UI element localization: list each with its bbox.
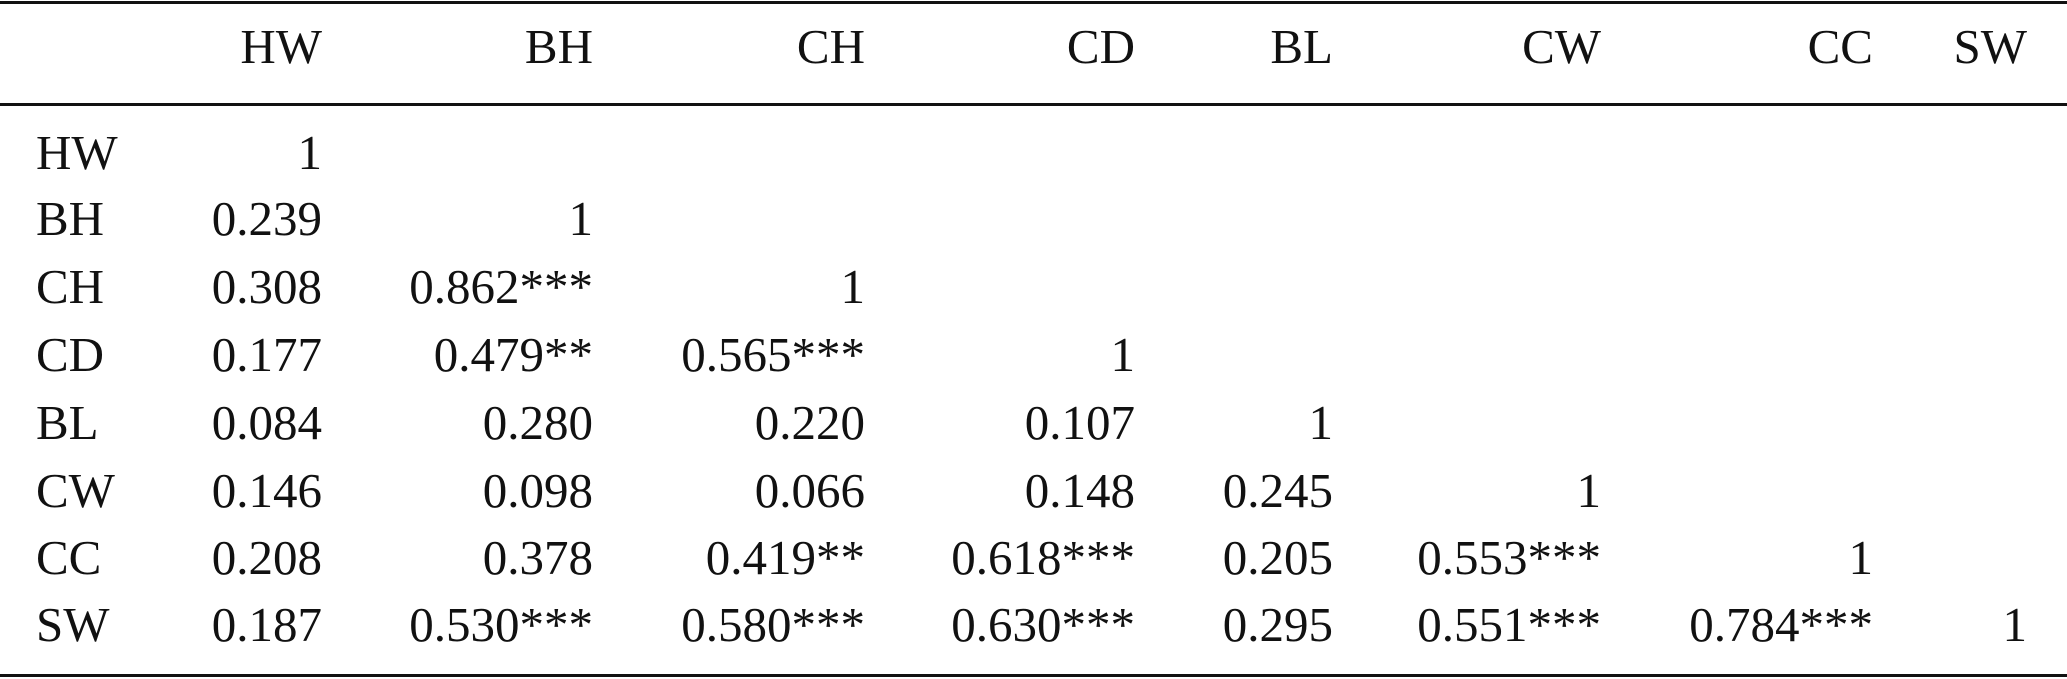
table-cell: 1 [840,259,866,314]
table-cell: 0.419** [705,530,865,585]
column-header: HW [240,19,322,74]
table-cell: 0.295 [1222,597,1333,652]
row-label: CH [36,259,105,314]
table-cell: 0.551*** [1417,597,1601,652]
table-cell: 0.205 [1222,530,1333,585]
table-cell: 1 [1308,395,1334,450]
table-cell: 0.239 [211,191,322,246]
table-cell: 0.862*** [409,259,593,314]
table-cell: 0.580*** [681,597,865,652]
table-header-rule [0,103,2067,106]
table-cell: 1 [1848,530,1874,585]
column-header: BL [1270,19,1333,74]
table-cell: 1 [2002,597,2028,652]
row-label: HW [36,125,118,180]
table-cell: 1 [1576,463,1602,518]
row-label: BH [36,191,105,246]
table-cell: 0.146 [211,463,322,518]
table-cell: 0.479** [433,327,593,382]
table-cell: 0.530*** [409,597,593,652]
table-cell: 0.308 [211,259,322,314]
table-cell: 0.245 [1222,463,1333,518]
table-cell: 0.177 [211,327,322,382]
row-label: SW [36,597,110,652]
table-cell: 0.187 [211,597,322,652]
table-cell: 0.208 [211,530,322,585]
column-header: CD [1066,19,1135,74]
table-bottom-rule [0,674,2067,677]
table-cell: 0.107 [1024,395,1135,450]
table-cell: 1 [297,125,323,180]
column-header: SW [1953,19,2028,74]
table-cell: 0.630*** [951,597,1135,652]
table-cell: 1 [1110,327,1136,382]
table-cell: 0.565*** [681,327,865,382]
table-cell: 0.280 [482,395,593,450]
table-cell: 0.098 [482,463,593,518]
table-cell: 0.553*** [1417,530,1601,585]
row-label: CC [36,530,102,585]
table-top-rule [0,1,2067,4]
column-header: BH [524,19,593,74]
column-header: CW [1522,19,1601,74]
row-label: CW [36,463,115,518]
column-header: CH [796,19,865,74]
table-cell: 0.220 [754,395,865,450]
table-cell: 1 [568,191,594,246]
table-cell: 0.084 [211,395,322,450]
table-cell: 0.618*** [951,530,1135,585]
table-cell: 0.378 [482,530,593,585]
column-header: CC [1807,19,1873,74]
row-label: CD [36,327,105,382]
row-label: BL [36,395,99,450]
table-cell: 0.784*** [1689,597,1873,652]
table-cell: 0.148 [1024,463,1135,518]
table-cell: 0.066 [754,463,865,518]
